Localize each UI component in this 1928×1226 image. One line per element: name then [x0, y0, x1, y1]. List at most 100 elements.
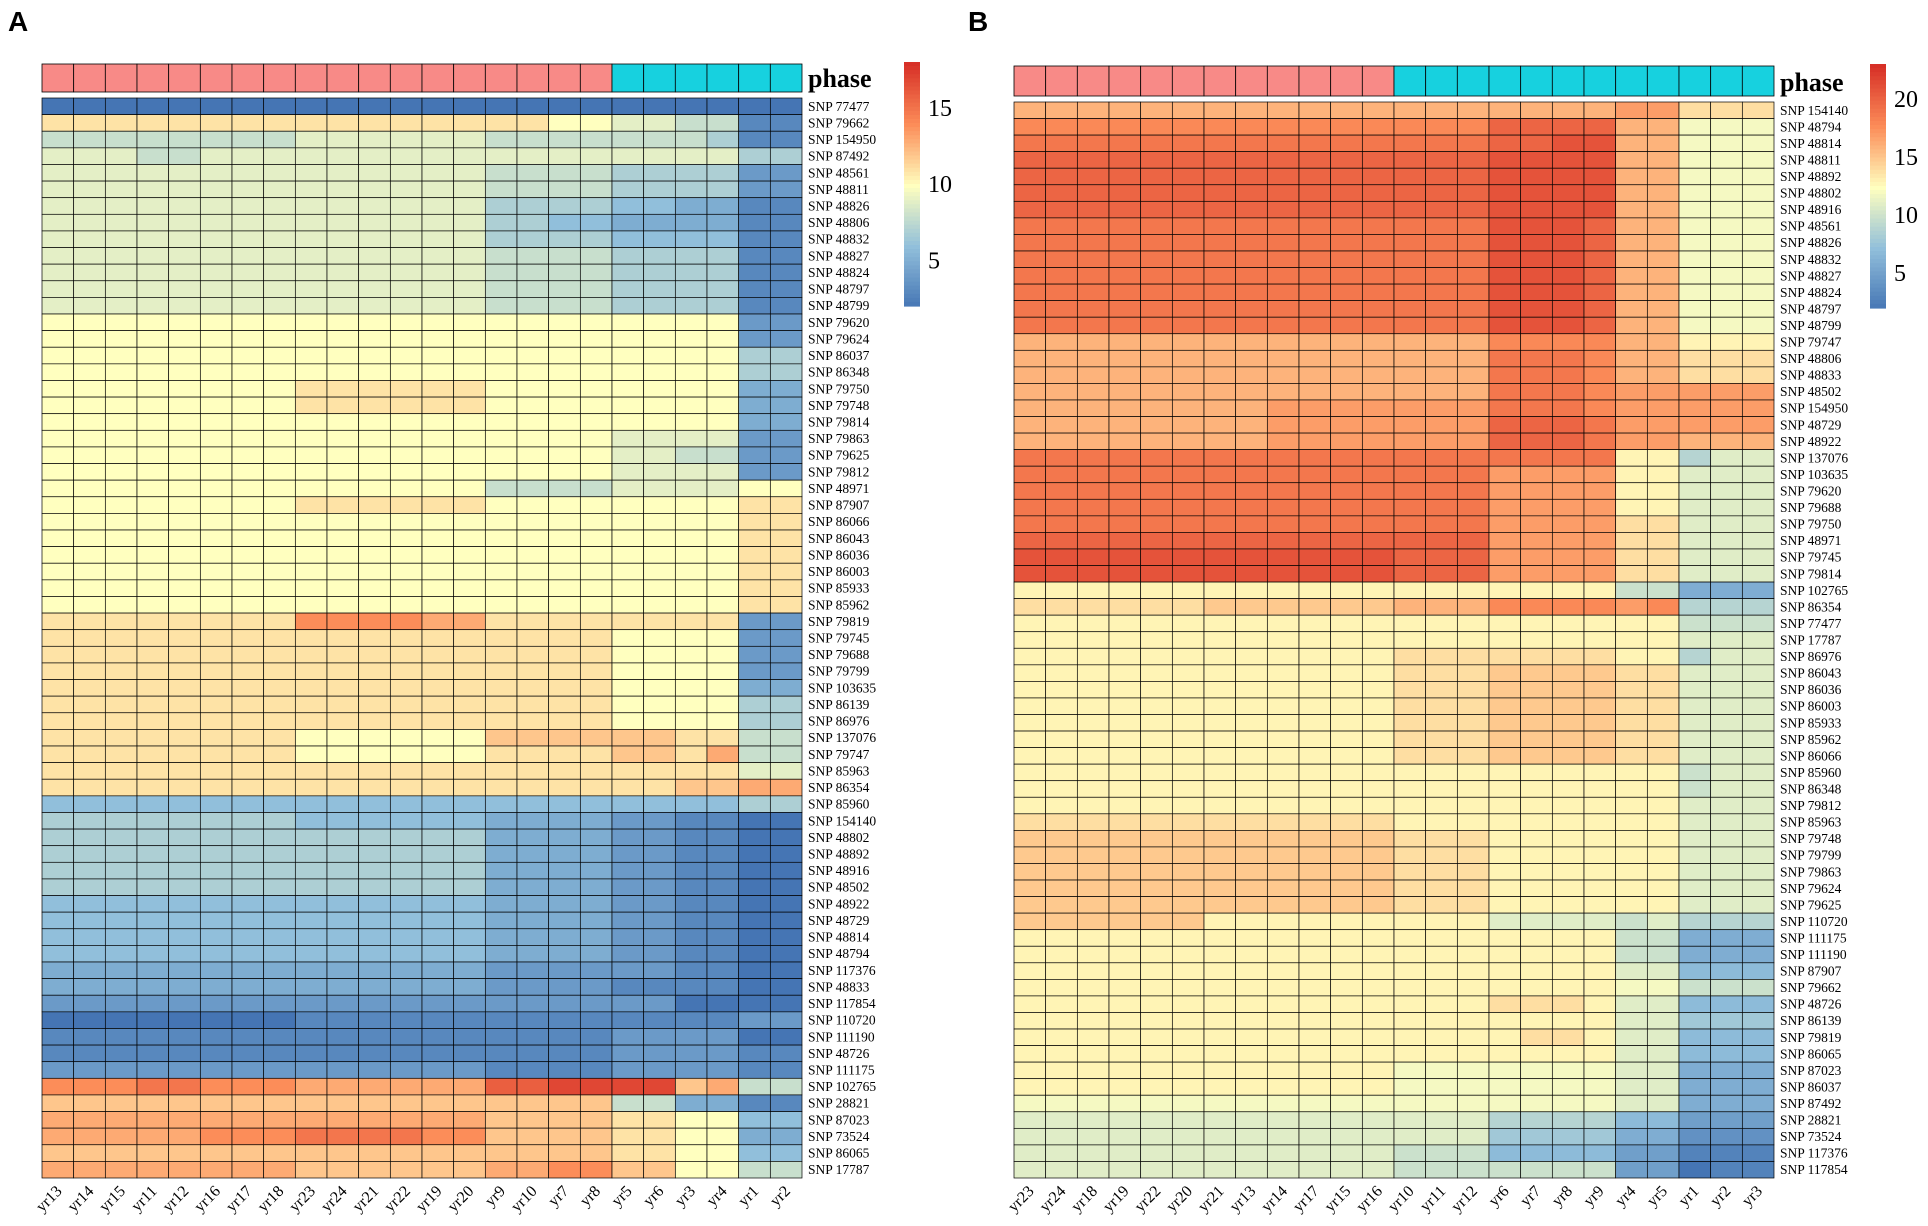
- heatmap-cell: [516, 828, 550, 847]
- heatmap-cell: [1076, 184, 1110, 202]
- row-label: SNP 79625: [1780, 897, 1842, 912]
- heatmap-cell: [738, 861, 771, 880]
- heatmap-cell: [706, 945, 740, 963]
- heatmap-cell: [1583, 1061, 1617, 1080]
- heatmap-cell: [516, 529, 550, 547]
- heatmap-cell: [1583, 995, 1617, 1013]
- heatmap-cell: [1203, 300, 1237, 318]
- heatmap-cell: [1741, 912, 1775, 931]
- heatmap-cell: [1520, 614, 1553, 633]
- heatmap-cell: [1488, 813, 1522, 831]
- heatmap-cell: [1013, 647, 1047, 666]
- heatmap-cell: [738, 529, 771, 547]
- heatmap-cell: [1108, 465, 1142, 484]
- heatmap-cell: [674, 346, 708, 365]
- heatmap-cell: [548, 363, 581, 381]
- heatmap-cell: [1456, 565, 1490, 583]
- heatmap-cell: [41, 130, 75, 149]
- heatmap-cell: [1076, 234, 1110, 252]
- heatmap-cell: [1140, 581, 1173, 599]
- heatmap-cell: [136, 1077, 170, 1096]
- heatmap-cell: [199, 180, 233, 199]
- heatmap-cell: [104, 147, 138, 165]
- column-label: yr15: [1322, 1183, 1355, 1216]
- heatmap-cell: [1013, 1111, 1047, 1129]
- heatmap-cell: [769, 961, 803, 979]
- heatmap-cell: [706, 363, 740, 381]
- heatmap-cell: [1615, 465, 1648, 484]
- heatmap-cell: [643, 994, 676, 1013]
- heatmap-cell: [1298, 366, 1332, 384]
- heatmap-cell: [548, 1077, 581, 1096]
- heatmap-cell: [1615, 1161, 1648, 1179]
- heatmap-cell: [1045, 1028, 1078, 1046]
- heatmap-cell: [104, 130, 138, 149]
- heatmap-cell: [294, 479, 328, 498]
- heatmap-cell: [1361, 283, 1395, 301]
- heatmap-cell: [453, 230, 486, 248]
- row-label: SNP 79750: [1780, 517, 1842, 532]
- heatmap-cell: [1013, 101, 1047, 119]
- heatmap-cell: [1488, 267, 1522, 285]
- heatmap-cell: [421, 330, 455, 348]
- heatmap-cell: [168, 479, 201, 498]
- heatmap-cell: [1615, 250, 1648, 268]
- heatmap-cell: [1203, 316, 1237, 335]
- heatmap-cell: [104, 1028, 138, 1046]
- heatmap-cell: [1456, 796, 1490, 815]
- heatmap-cell: [136, 994, 170, 1013]
- heatmap-cell: [1140, 283, 1173, 301]
- heatmap-cell: [1646, 250, 1680, 268]
- heatmap-cell: [1710, 846, 1743, 864]
- heatmap-cell: [674, 180, 708, 199]
- heatmap-cell: [1393, 1161, 1427, 1179]
- heatmap-cell: [611, 346, 645, 365]
- legend-gradient-step: [904, 127, 920, 132]
- heatmap-cell: [168, 346, 201, 365]
- heatmap-cell: [1171, 565, 1205, 583]
- heatmap-cell: [1203, 498, 1237, 517]
- heatmap-cell: [1425, 1144, 1458, 1162]
- heatmap-cell: [674, 114, 708, 132]
- heatmap-cell: [1678, 896, 1712, 914]
- heatmap-cell: [1520, 995, 1553, 1013]
- heatmap-cell: [199, 945, 233, 963]
- heatmap-cell: [326, 446, 360, 464]
- heatmap-cell: [706, 679, 740, 697]
- heatmap-cell: [611, 679, 645, 697]
- heatmap-cell: [421, 945, 455, 963]
- heatmap-cell: [1361, 846, 1395, 864]
- heatmap-cell: [1076, 267, 1110, 285]
- heatmap-cell: [1203, 234, 1237, 252]
- row-label: SNP 48832: [808, 232, 869, 247]
- heatmap-cell: [1551, 118, 1585, 136]
- heatmap-cell: [769, 1077, 803, 1096]
- heatmap-cell: [1235, 1094, 1268, 1113]
- heatmap-cell: [1108, 747, 1142, 765]
- heatmap-cell: [263, 1028, 296, 1046]
- column-label: yr6: [1486, 1183, 1513, 1210]
- heatmap-cell: [358, 994, 391, 1013]
- legend-gradient-step: [1870, 72, 1886, 77]
- heatmap-cell: [674, 97, 708, 115]
- heatmap-cell: [1140, 184, 1173, 202]
- heatmap-cell: [516, 97, 550, 115]
- heatmap-cell: [516, 363, 550, 381]
- heatmap-cell: [1140, 846, 1173, 864]
- heatmap-cell: [706, 247, 740, 265]
- heatmap-cell: [294, 363, 328, 381]
- heatmap-cell: [294, 629, 328, 647]
- heatmap-cell: [41, 413, 75, 431]
- heatmap-cell: [769, 1028, 803, 1046]
- heatmap-cell: [1583, 614, 1617, 633]
- row-label: SNP 48922: [808, 896, 869, 911]
- heatmap-cell: [769, 596, 803, 614]
- heatmap-cell: [1076, 449, 1110, 467]
- heatmap-cell: [1013, 515, 1047, 533]
- heatmap-cell: [453, 247, 486, 265]
- row-label: SNP 79747: [808, 747, 870, 762]
- heatmap-cell: [1298, 598, 1332, 616]
- row-label: SNP 79625: [808, 448, 870, 463]
- heatmap-cell: [516, 1127, 550, 1146]
- heatmap-cell: [1741, 647, 1775, 666]
